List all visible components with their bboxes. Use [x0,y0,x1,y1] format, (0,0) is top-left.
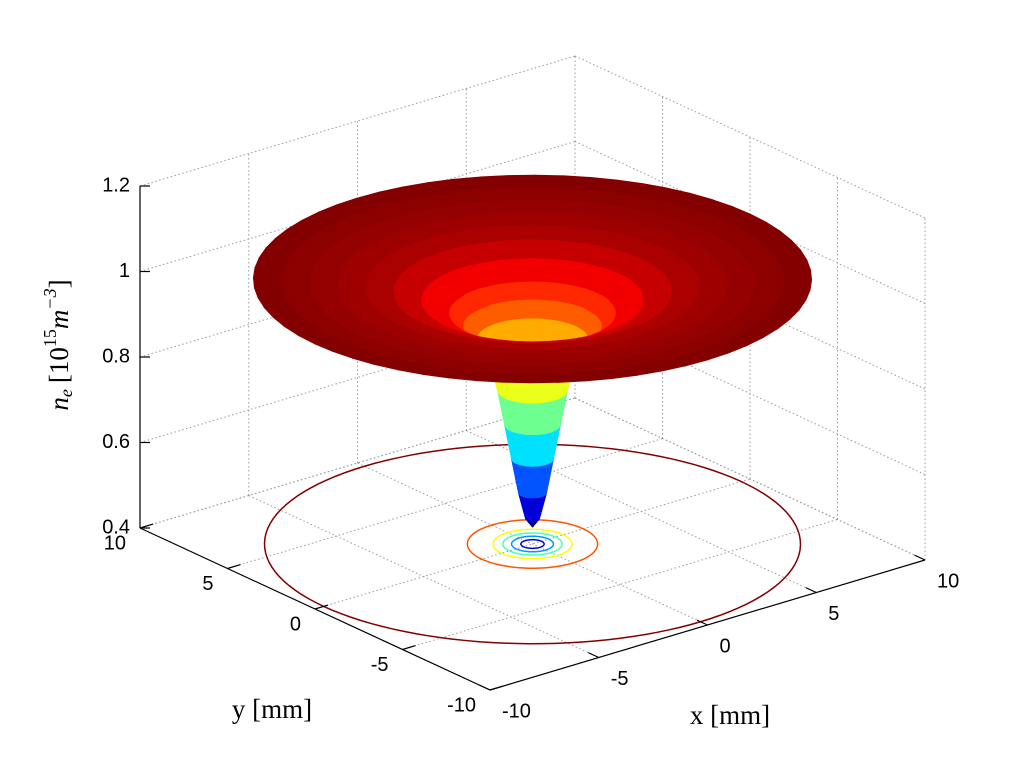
surface-patch [533,212,555,226]
surface-patch [257,297,293,309]
grid-line [574,55,926,219]
surface-patch [337,291,369,300]
surface-patch [754,281,785,293]
contour-line [510,535,555,553]
surface-patch [253,287,287,299]
surface-patch [533,224,552,241]
contour-line [466,519,599,569]
grid-line [357,462,708,626]
z-axis-label: ne [1015m−3] [40,279,76,410]
z-label-part: n [44,397,74,411]
contour-line [520,538,545,550]
y-tick-label: -5 [371,654,389,676]
surface-patch [554,372,586,383]
surface-patch [252,277,283,290]
surface-patch [507,174,536,189]
y-axis-label: y [mm] [232,694,312,724]
x-tick-label: -10 [502,700,531,722]
surface-patch [750,290,783,301]
tick-mark [587,652,600,659]
x-axis-label: x [mm] [690,700,770,730]
tick-mark [805,587,817,594]
x-tick-label: 10 [937,570,959,592]
surface-patch [530,349,551,359]
z-label-part: ] [44,279,74,288]
surface-patch [339,298,373,307]
surface-patch [529,434,533,467]
surface-patch [781,279,813,292]
y-tick-label: 10 [104,532,126,554]
surface-patch [723,291,756,301]
surface-patch [507,357,532,367]
tick-mark [696,619,708,626]
y-tick-label: 0 [290,613,301,635]
surface-patch [513,342,532,351]
contour-line [502,532,563,556]
surface-patch [529,357,553,367]
grid-line [574,397,926,561]
surface-patch [501,373,531,384]
y-tick-label: -10 [447,694,476,716]
surface-patch [514,212,535,226]
surface-patch [512,199,536,214]
x-tick-label: 0 [720,635,731,657]
tick-mark [914,554,926,561]
z-tick-label: 1 [119,260,130,282]
surface-patch [510,349,532,359]
z-tick-label: 0.8 [102,345,130,367]
z-label-part: 15 [40,329,60,347]
surface-patch [534,187,561,202]
tick-mark [479,684,491,691]
tick-mark [314,604,329,610]
surface-patch [777,289,811,301]
y-tick-label: 5 [202,573,213,595]
surface-patch [529,465,533,499]
tick-mark [489,685,504,691]
z-label-part: [10 [44,347,74,383]
z-label-part: −3 [40,288,60,309]
surface-patch [529,365,556,375]
z-tick-label: 0.6 [102,431,130,453]
z-label-part: e [56,389,76,397]
contour-line [492,528,573,560]
surface-patch [527,379,533,404]
x-tick-label: -5 [611,668,629,690]
surface-patch [309,290,342,300]
surface-patch [531,402,536,436]
z-label-part: m [44,310,74,330]
surface-patch [695,292,728,301]
surface-patch [474,372,507,383]
x-tick-label: 5 [828,603,839,625]
tick-mark [139,523,154,529]
grid-layer [139,55,926,691]
surface-patch [530,343,548,351]
surface-patch [504,365,531,375]
surface-patch [509,187,536,201]
surface-patch [528,402,533,436]
surface-layer [252,174,813,528]
z-tick-label: 0.4 [102,516,130,538]
tick-mark [227,564,241,570]
surface-patch [532,281,542,301]
surface-patch [281,288,314,299]
surface-patch [531,379,537,404]
tick-mark [402,645,416,651]
grid-line [248,495,599,658]
surface-patch [529,373,558,384]
surface-patch [533,199,558,214]
surface-patch [534,174,564,189]
z-tick-label: 1.2 [102,174,130,196]
